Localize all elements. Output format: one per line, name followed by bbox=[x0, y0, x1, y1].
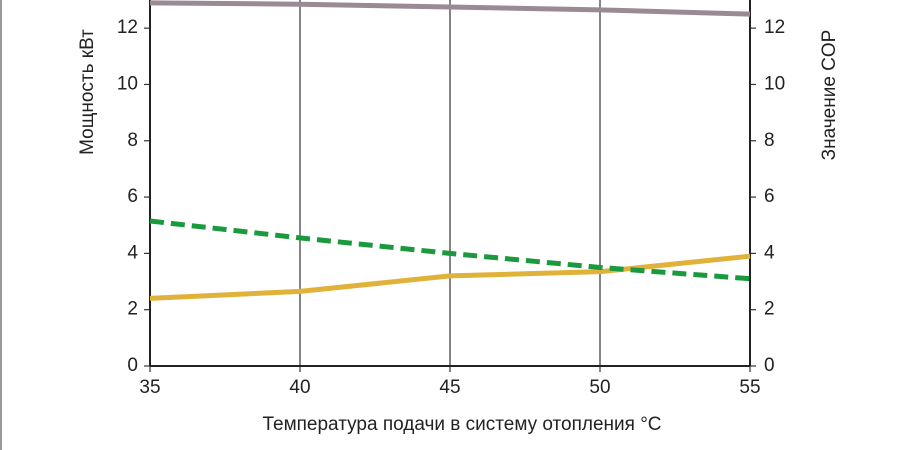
y2-tick-label: 12 bbox=[764, 17, 785, 38]
y-tick-label: 2 bbox=[127, 299, 138, 320]
x-tick-label: 35 bbox=[139, 377, 160, 398]
series-line bbox=[149, 253, 751, 301]
y-tick-label: 4 bbox=[127, 242, 138, 263]
y2-tick-label: 4 bbox=[764, 242, 775, 263]
x-tick-label: 40 bbox=[289, 377, 310, 398]
y-tick-label: 12 bbox=[117, 17, 138, 38]
x-tick-label: 45 bbox=[439, 377, 460, 398]
y2-tick-label: 8 bbox=[764, 130, 775, 151]
y-tick-label: 8 bbox=[127, 130, 138, 151]
x-tick-label: 55 bbox=[739, 377, 760, 398]
y2-tick-label: 0 bbox=[764, 355, 775, 376]
y-axis-label: Мощность кВт bbox=[77, 29, 98, 155]
x-axis-label: Температура подачи в систему отопления °… bbox=[262, 414, 661, 435]
x-tick-label: 50 bbox=[589, 377, 610, 398]
y-tick-label: 10 bbox=[117, 73, 138, 94]
y2-tick-label: 2 bbox=[764, 299, 775, 320]
series-line bbox=[149, 218, 751, 282]
series-line bbox=[149, 0, 751, 17]
y-tick-label: 0 bbox=[127, 355, 138, 376]
y2-tick-label: 6 bbox=[764, 186, 775, 207]
y2-tick-label: 10 bbox=[764, 73, 785, 94]
y2-axis-label: Значение COP bbox=[819, 30, 840, 161]
y-tick-label: 6 bbox=[127, 186, 138, 207]
